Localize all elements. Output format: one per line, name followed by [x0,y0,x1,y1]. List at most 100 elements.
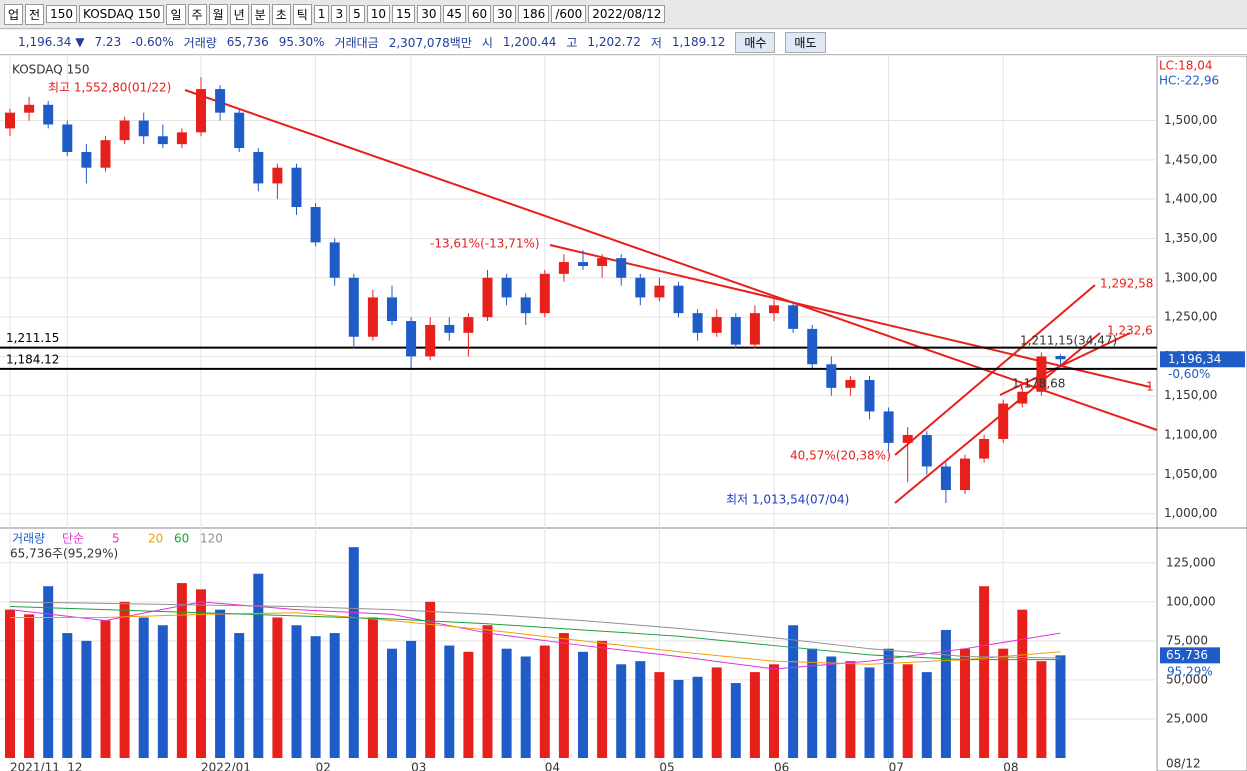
toolbar-item: 5 [349,5,365,23]
candle-body [387,297,397,322]
volume-bar [616,664,627,758]
annotation: -13,61%(-13,71%) [430,237,540,251]
volume-bar [310,636,321,758]
volume-bar [539,645,550,758]
toolbar-item: 틱 [292,3,312,25]
ma-title: 단순 [62,532,84,546]
candle-body [616,258,627,278]
volume-bar [387,648,397,758]
volume-bar [119,601,130,758]
candle-body [176,132,187,145]
legend-entry: 5 [112,532,120,546]
candle-body [425,324,436,357]
volume-bar [348,547,359,758]
info-item: 95.30% [278,35,325,49]
buy-button[interactable]: 매수 [735,31,776,53]
volume-bar [864,667,875,758]
y-tick-label: 1,500,00 [1164,113,1217,127]
candle-body [62,124,73,152]
info-item: 1,202.72 [587,35,641,49]
candle-body [367,297,378,337]
x-tick-label: 2021/11 [10,761,60,771]
toolbar: 업 전 150 KOSDAQ 150 일 주 월 년 분 초 틱 1 3 5 10 15 30 45 60 30 186… [0,0,1247,29]
toolbar-item: /600 [551,5,587,23]
toolbar-item: 60 [467,5,492,23]
candle-body [119,120,130,141]
hc-label: HC:-22,96 [1159,74,1219,88]
x-tick-label: 07 [889,761,904,771]
sell-button[interactable]: 매도 [785,31,826,53]
chart: 1,000,001,050,001,100,001,150,001,200,00… [0,56,1247,771]
x-tick-label: 12 [67,761,82,771]
volume-bar [883,648,894,758]
toolbar-item: 일 [166,3,186,25]
candle-body [749,313,760,345]
candle-body [348,277,359,337]
candle-body [864,379,875,412]
volume-bar [845,661,856,758]
volume-bar [1055,655,1066,758]
x-tick-label: 05 [659,761,674,771]
volume-bar [1017,609,1028,758]
lc-label: LC:18,04 [1159,59,1212,73]
volume-bar [807,648,818,758]
last-price: 1,196,34 [1168,352,1221,366]
volume-bar [157,625,168,758]
volume-bar [998,648,1009,758]
candle-body [272,167,283,184]
volume-bar [520,656,531,758]
x-tick-label: 08 [1003,761,1018,771]
info-item: 65,736 [226,35,269,49]
hline-label: 1,211.15 [6,331,59,345]
candle-body [43,104,54,125]
candle-body [5,112,15,129]
legend-entry: 20 [148,532,163,546]
volume-note: 65,736주(95,29%) [10,547,118,561]
y-tick-label: 75,000 [1166,633,1208,647]
candle-body [711,317,722,333]
candle-body [406,321,417,357]
volume-bar [940,629,951,758]
candle-body [310,207,321,243]
toolbar-item: 3 [331,5,348,23]
candle-body [24,104,35,113]
volume-bar [406,640,417,758]
info-item: 거래대금 [334,35,379,50]
volume-bar [425,601,436,758]
info-item: 1,200.44 [502,35,557,49]
trendline [999,332,1131,396]
trendline [549,244,1151,388]
y-tick-label: 1,150,00 [1164,388,1217,402]
candle-body [921,435,932,467]
candle-body [463,317,474,333]
x-tick-label: 04 [545,761,560,771]
volume-bar [769,664,779,758]
y-tick-label: 100,000 [1166,594,1216,608]
volume-bar [176,583,187,758]
toolbar-item: 전 [25,3,45,25]
candle-body [883,411,894,443]
toolbar-item: 45 [442,5,466,23]
x-tick-label: 02 [316,761,331,771]
volume-bar [921,672,932,758]
y-tick-label: 1,100,00 [1164,428,1217,442]
volume-bar [291,625,302,758]
annotation: 1,232,6 [1107,324,1153,338]
candle-body [597,258,608,266]
toolbar-item: 2022/08/12 [588,5,666,23]
volume-bar [692,676,703,758]
volume-bar [5,609,15,758]
ma-line [10,612,1061,665]
toolbar-item: 초 [271,3,291,25]
toolbar-item: 10 [366,5,390,23]
toolbar-item: KOSDAQ 150 [79,5,165,23]
candle-body [234,112,245,149]
annotation: 최저 1,013,54(07/04) [726,493,849,507]
y-tick-label: 1,350,00 [1164,231,1217,245]
toolbar-item: 1 [313,5,330,23]
trendline [894,284,1096,456]
volume-bar [635,661,646,758]
volume-bar [367,617,378,758]
candle-body [673,285,684,314]
y-tick-label: 1,300,00 [1164,270,1217,284]
